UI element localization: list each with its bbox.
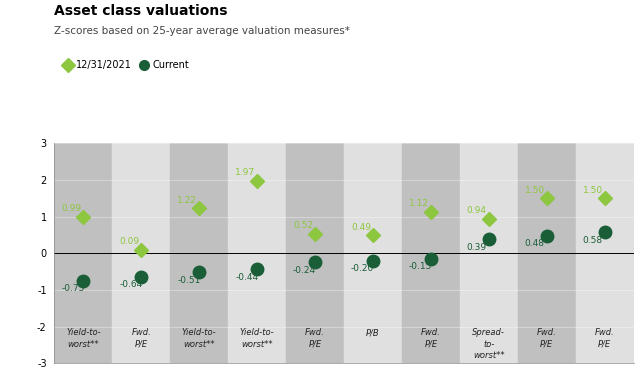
Text: Fwd.
P/E: Fwd. P/E [537,328,557,349]
Text: Asset class valuations: Asset class valuations [54,4,228,18]
Bar [518,143,576,363]
Text: 1.12: 1.12 [409,199,429,208]
Bar [170,143,228,363]
Text: 0.49: 0.49 [351,222,371,232]
Text: -0.64: -0.64 [119,280,143,290]
Text: 0.52: 0.52 [293,221,313,230]
Text: 1.50: 1.50 [582,185,603,195]
Bar [286,143,344,363]
Text: -0.24: -0.24 [293,266,316,275]
Bar [54,143,113,363]
Text: Fwd.
P/E: Fwd. P/E [595,328,614,349]
Text: 0.39: 0.39 [467,243,487,252]
Text: Yield-to-
worst**: Yield-to- worst** [240,328,275,349]
Text: 0.58: 0.58 [582,236,603,245]
Bar [228,143,286,363]
Bar [460,143,518,363]
Text: 1.97: 1.97 [235,168,255,177]
Text: Fwd.
P/E: Fwd. P/E [305,328,325,349]
Text: Yield-to-
worst**: Yield-to- worst** [66,328,100,349]
Text: 0.94: 0.94 [467,206,487,215]
Text: -0.15: -0.15 [409,262,432,272]
Text: 0.99: 0.99 [61,204,81,213]
Legend: 12/31/2021, Current: 12/31/2021, Current [60,56,193,74]
Text: Fwd.
P/E: Fwd. P/E [421,328,441,349]
Text: 1.22: 1.22 [177,196,197,205]
Text: 0.48: 0.48 [525,239,545,248]
Bar [113,143,170,363]
Text: 0.09: 0.09 [119,237,140,246]
Bar [576,143,634,363]
Text: P/B: P/B [366,328,380,338]
Bar [344,143,402,363]
Text: Fwd.
P/E: Fwd. P/E [131,328,151,349]
Text: Spread-
to-
worst**: Spread- to- worst** [472,328,505,360]
Bar [402,143,460,363]
Text: -0.51: -0.51 [177,276,200,285]
Text: -0.20: -0.20 [351,264,374,273]
Text: -0.75: -0.75 [61,284,84,294]
Text: 1.50: 1.50 [525,185,545,195]
Text: -0.44: -0.44 [235,273,258,282]
Text: Yield-to-
worst**: Yield-to- worst** [182,328,216,349]
Text: Z-scores based on 25-year average valuation measures*: Z-scores based on 25-year average valuat… [54,26,350,36]
